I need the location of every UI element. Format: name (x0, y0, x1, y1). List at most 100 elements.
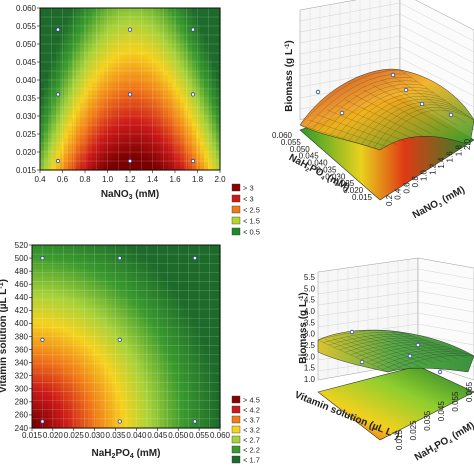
contour-cell (40, 150, 45, 155)
contour-cell (140, 15, 145, 21)
contour-cell (196, 67, 201, 72)
contour-cell (84, 118, 89, 124)
contour-cell (120, 150, 125, 155)
contour-cell (92, 384, 97, 389)
contour-cell (88, 138, 93, 143)
contour-cell (108, 268, 113, 274)
contour-cell (216, 158, 221, 163)
contour-cell (64, 332, 69, 338)
contour-cell (136, 83, 141, 88)
contour-cell (68, 102, 73, 108)
contour-cell (88, 344, 93, 350)
x-tick-label: 0.015 (395, 429, 404, 450)
contour-cell (192, 412, 197, 417)
contour-cell (52, 420, 57, 425)
contour-cell (96, 300, 101, 306)
contour-cell (136, 400, 141, 405)
contour-cell (172, 71, 177, 76)
contour-cell (116, 408, 121, 413)
contour-cell (64, 90, 69, 96)
contour-cell (88, 122, 93, 128)
contour-cell (88, 360, 93, 365)
contour-cell (144, 134, 149, 139)
contour-cell (132, 308, 137, 314)
contour-cell (144, 90, 149, 96)
contour-cell (172, 138, 177, 143)
contour-cell (132, 248, 137, 254)
contour-cell (108, 252, 113, 258)
contour-cell (124, 392, 129, 397)
contour-cell (56, 368, 61, 373)
contour-cell (76, 292, 81, 298)
contour-cell (72, 51, 77, 57)
contour-cell (188, 114, 193, 120)
contour-cell (168, 376, 173, 381)
contour-cell (140, 106, 145, 112)
contour-cell (64, 284, 69, 290)
contour-cell (176, 332, 181, 338)
contour-cell (92, 63, 97, 68)
contour-cell (116, 252, 121, 258)
contour-cell (100, 8, 105, 13)
contour-cell (164, 404, 169, 409)
contour-cell (184, 324, 189, 330)
y-tick-label: 0.045 (16, 58, 37, 67)
contour-cell (144, 256, 149, 262)
contour-cell (52, 142, 57, 147)
contour-cell (68, 114, 73, 120)
contour-cell (160, 376, 165, 381)
mesh-line (327, 109, 406, 143)
contour-cell (112, 154, 117, 159)
contour-cell (68, 296, 73, 302)
contour-cell (144, 106, 149, 112)
contour-cell (48, 252, 53, 258)
contour-cell (116, 280, 121, 286)
contour-cell (128, 360, 133, 365)
contour-cell (156, 412, 161, 417)
contour-cell (92, 87, 97, 92)
contour-cell (80, 412, 85, 417)
contour-cell (216, 118, 221, 124)
contour-cell (104, 8, 109, 13)
contour-cell (156, 47, 161, 53)
contour-cell (168, 356, 173, 361)
contour-cell (72, 11, 77, 17)
contour-cell (200, 404, 205, 409)
contour-cell (212, 328, 217, 334)
contour-cell (96, 404, 101, 409)
contour-cell (72, 296, 77, 302)
contour-cell (60, 154, 65, 159)
contour-cell (56, 248, 61, 254)
contour-cell (68, 356, 73, 361)
contour-cell (92, 256, 97, 262)
contour-cell (144, 166, 149, 171)
contour-cell (36, 264, 41, 270)
contour-cell (68, 348, 73, 354)
contour-cell (200, 300, 205, 306)
contour-cell (44, 98, 49, 104)
contour-cell (68, 43, 73, 49)
contour-cell (84, 23, 89, 29)
contour-cell (136, 55, 141, 60)
contour-cell (88, 75, 93, 80)
contour-cell (108, 324, 113, 330)
contour-cell (92, 83, 97, 88)
contour-cell (196, 408, 201, 413)
contour-cell (184, 75, 189, 80)
contour-cell (188, 90, 193, 96)
contour-cell (208, 316, 213, 322)
contour-cell (76, 332, 81, 338)
contour-cell (132, 158, 137, 163)
contour-cell (172, 268, 177, 274)
contour-cell (48, 352, 53, 357)
contour-cell (48, 392, 53, 397)
contour-cell (124, 308, 129, 314)
contour-cell (120, 348, 125, 354)
contour-cell (76, 166, 81, 171)
contour-cell (176, 71, 181, 76)
contour-cell (136, 150, 141, 155)
contour-cell (48, 408, 53, 413)
contour-cell (136, 245, 141, 250)
contour-cell (140, 348, 145, 354)
contour-cell (180, 39, 185, 45)
